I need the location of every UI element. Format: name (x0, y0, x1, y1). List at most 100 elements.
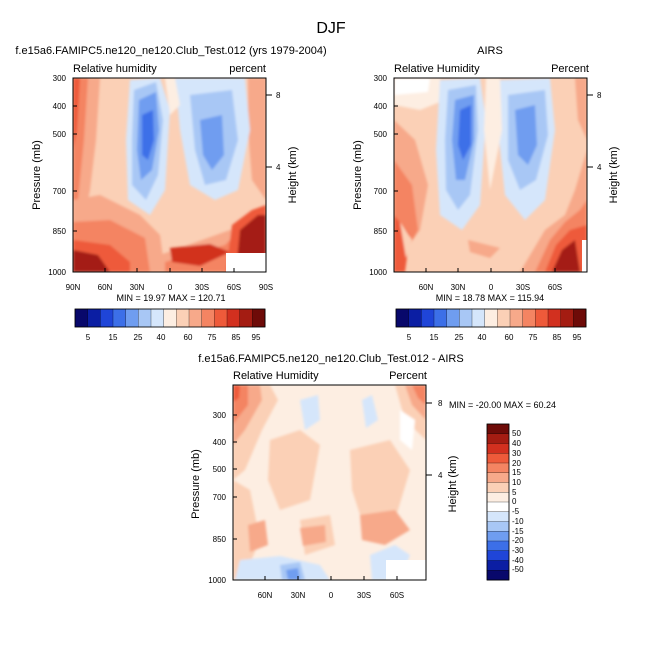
colorbar-cell (486, 462, 510, 474)
x-tick-label: 0 (168, 283, 173, 292)
panel-model-field (73, 78, 266, 272)
colorbar-cell (486, 482, 510, 493)
colorbar-cell (188, 308, 203, 328)
y-tick-label: 500 (213, 465, 227, 474)
x-tick-label: 30N (451, 283, 466, 292)
y2-tick-label: 8 (276, 91, 281, 100)
colorbar-tick-label: 85 (232, 333, 241, 342)
colorbar-cell (150, 308, 165, 328)
colorbar-cell (226, 308, 241, 328)
colorbar-tick-label: 15 (430, 333, 439, 342)
y-tick-label: 1000 (369, 268, 387, 277)
colorbar-tick-label: 25 (134, 333, 143, 342)
colorbar-tick-label: 75 (208, 333, 217, 342)
colorbar-diff: 50 40 30 20 15 10 5 0 -5 -10 -15 -20 -30… (486, 423, 524, 581)
y-tick-label: 850 (374, 227, 388, 236)
colorbar-tick-label: 85 (553, 333, 562, 342)
panel-diff-y-ticks: 300 400 500 700 850 1000 (208, 411, 237, 585)
x-tick-label: 30S (516, 283, 530, 292)
colorbar-cell (547, 308, 562, 328)
y-tick-label: 400 (374, 102, 388, 111)
page-title: DJF (316, 20, 346, 37)
colorbar-cell (433, 308, 448, 328)
colorbar-cell (100, 308, 114, 328)
colorbar-cell (471, 308, 486, 328)
panel-model-y2-label: Height (km) (287, 147, 299, 204)
colorbar-cell (446, 308, 460, 328)
colorbar-tick-label: 40 (478, 333, 487, 342)
colorbar-tick-label: 5 (407, 333, 412, 342)
x-tick-label: 90N (66, 283, 81, 292)
colorbar-cell (509, 308, 524, 328)
panel-obs-field (394, 78, 587, 272)
colorbar-tick-label: -10 (512, 517, 524, 526)
panel-diff-y2-label: Height (km) (447, 456, 459, 513)
panel-model-y-ticks: 300 400 500 700 850 1000 (48, 74, 77, 277)
colorbar-cell (486, 531, 510, 542)
colorbar-cell (486, 521, 510, 532)
colorbar-tick-label: 5 (512, 488, 517, 497)
colorbar-cell (125, 308, 139, 328)
colorbar-cell (486, 453, 510, 464)
colorbar-tick-label: 15 (512, 468, 521, 477)
x-tick-label: 30N (130, 283, 145, 292)
y-tick-label: 700 (374, 187, 388, 196)
colorbar-cell (421, 308, 435, 328)
y-tick-label: 850 (53, 227, 67, 236)
y-tick-label: 850 (213, 535, 227, 544)
colorbar-cell (486, 570, 510, 581)
colorbar-cell (74, 308, 89, 328)
colorbar-tick-label: 20 (512, 459, 521, 468)
panel-obs-x-ticks: 60N 30N 0 30S 60S (419, 268, 562, 292)
colorbar-cell (486, 423, 510, 435)
colorbar-cell (395, 308, 410, 328)
x-tick-label: 0 (489, 283, 494, 292)
x-tick-label: 60S (227, 283, 241, 292)
x-tick-label: 60N (258, 591, 273, 600)
colorbar-tick-label: 95 (252, 333, 261, 342)
panel-obs-y-ticks: 300 400 500 700 850 1000 (369, 74, 398, 277)
colorbar-tick-label: -5 (512, 507, 520, 516)
colorbar-cell (522, 308, 536, 328)
panel-obs-y2-label: Height (km) (608, 147, 620, 204)
y-tick-label: 700 (213, 493, 227, 502)
y-tick-label: 700 (53, 187, 67, 196)
y2-tick-label: 8 (438, 399, 443, 408)
panel-model-title: f.e15a6.FAMIPC5.ne120_ne120.Club_Test.01… (15, 45, 326, 57)
colorbar-tick-label: 40 (157, 333, 166, 342)
colorbar-tick-label: 15 (109, 333, 118, 342)
colorbar-tick-label: 75 (529, 333, 538, 342)
panel-diff-right-label: Percent (389, 370, 427, 382)
colorbar-cell (112, 308, 127, 328)
panel-obs-left-label: Relative Humidity (394, 63, 480, 75)
colorbar-cell (484, 308, 498, 328)
panel-diff: f.e15a6.FAMIPC5.ne120_ne120.Club_Test.01… (190, 353, 556, 600)
panel-obs-right-label: Percent (551, 63, 589, 75)
colorbar-cell (252, 308, 266, 328)
panel-diff-y-label: Pressure (mb) (190, 449, 202, 519)
panel-diff-stats: MIN = -20.00 MAX = 60.24 (449, 400, 556, 410)
colorbar-tick-label: -15 (512, 527, 524, 536)
x-tick-label: 30S (195, 283, 209, 292)
y-tick-label: 300 (374, 74, 388, 83)
colorbar-tick-label: -20 (512, 536, 524, 545)
panel-diff-frame (232, 384, 427, 581)
colorbar-tick-label: 50 (512, 429, 521, 438)
x-tick-label: 60N (419, 283, 434, 292)
panel-model-x-ticks: 90N 60N 30N 0 30S 60S 90S (66, 268, 273, 292)
colorbar-cell (560, 308, 574, 328)
colorbar-cell (486, 492, 510, 503)
colorbar-cell (535, 308, 549, 328)
panel-diff-y2-ticks: 8 4 (426, 399, 443, 480)
colorbar-cell (201, 308, 215, 328)
panel-obs-stats: MIN = 18.78 MAX = 115.94 (436, 293, 544, 303)
colorbar-cell (486, 560, 510, 571)
y2-tick-label: 8 (597, 91, 602, 100)
y2-tick-label: 4 (438, 471, 443, 480)
colorbar-tick-label: 5 (86, 333, 91, 342)
panel-obs: AIRS Relative Humidity Percent (352, 45, 620, 342)
panel-model-right-label: percent (229, 63, 266, 75)
panel-diff-field (233, 385, 426, 580)
colorbar-cell (214, 308, 228, 328)
